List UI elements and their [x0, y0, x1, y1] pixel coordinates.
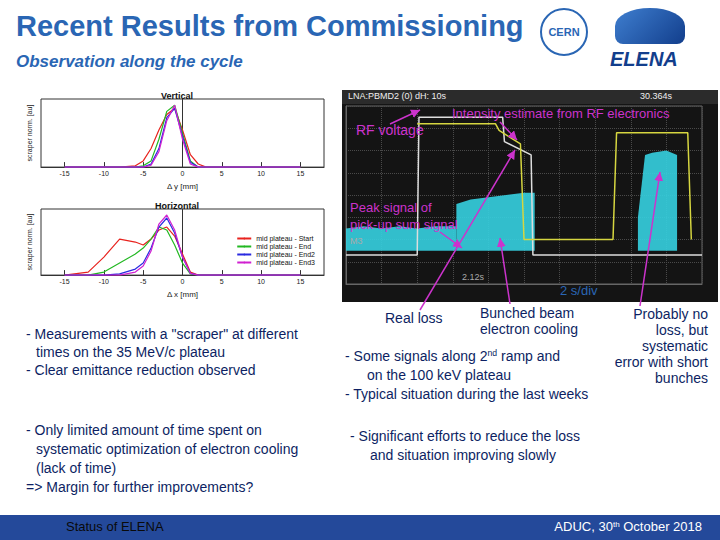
- svg-text:Horizontal: Horizontal: [155, 201, 199, 211]
- html-text:Recent Results from Commission: Recent Results from Commissioning: [16, 10, 524, 42]
- svg-text:Δ y [mm]: Δ y [mm]: [167, 182, 198, 191]
- svg-text:-5: -5: [140, 170, 146, 177]
- html-text:- Clear emittance reduction ob: - Clear emittance reduction observed: [26, 362, 256, 378]
- svg-text:scraper norm. [au]: scraper norm. [au]: [26, 105, 34, 162]
- html-text:- Only limited amount of time: - Only limited amount of time spent on: [26, 422, 262, 438]
- html-text:Bunched beam: Bunched beam: [480, 305, 575, 321]
- svg-text:-15: -15: [60, 170, 70, 177]
- html-text:- Measurements with a "scraper: - Measurements with a "scraper" at diffe…: [26, 326, 298, 342]
- svg-text:-10: -10: [99, 278, 109, 285]
- html-text:Probably no: Probably no: [633, 306, 708, 322]
- svg-text:15: 15: [297, 278, 305, 285]
- html-text:Peak signal of: Peak signal of: [350, 200, 432, 215]
- html-text:Real loss: Real loss: [385, 310, 443, 326]
- html-text:=> Margin for further improvem: => Margin for further improvements?: [26, 479, 254, 495]
- html-text:CERN: CERN: [548, 26, 580, 38]
- html-text:Intensity estimate from RF ele: Intensity estimate from RF electronics: [452, 106, 670, 121]
- svg-text:scraper norm. [au]: scraper norm. [au]: [26, 214, 34, 271]
- html-text:and situation improving slowly: and situation improving slowly: [370, 447, 556, 463]
- svg-text:mid plateau - End3: mid plateau - End3: [256, 259, 315, 267]
- svg-text:-5: -5: [140, 278, 146, 285]
- html-text:- Some signals along 2ndramp a: - Some signals along 2ndramp and: [345, 348, 561, 364]
- html-text:RF voltage: RF voltage: [356, 122, 424, 138]
- svg-text:0: 0: [181, 170, 185, 177]
- svg-text:10: 10: [257, 170, 265, 177]
- html-text:on the 100 keV plateau: on the 100 keV plateau: [367, 367, 511, 383]
- html-text:error with short: error with short: [614, 354, 708, 370]
- html-text:electron cooling: electron cooling: [480, 321, 579, 337]
- svg-text:-10: -10: [99, 170, 109, 177]
- html-text:M3: M3: [350, 236, 363, 246]
- svg-text:5: 5: [220, 278, 224, 285]
- html-text:ADUC, 30thOctober 2018: ADUC, 30thOctober 2018: [554, 519, 702, 534]
- html-text:- Significant efforts to reduc: - Significant efforts to reduce the loss: [350, 428, 581, 444]
- html-text:2 s/div: 2 s/div: [560, 283, 598, 298]
- svg-text:10: 10: [257, 278, 265, 285]
- html-text:Status of ELENA: Status of ELENA: [66, 519, 164, 534]
- html-text:systematic: systematic: [641, 338, 708, 354]
- html-text:LNA:PBMD2 (0) dH: 10s: LNA:PBMD2 (0) dH: 10s: [348, 91, 446, 101]
- html-text:bunches: bunches: [655, 370, 708, 386]
- html-text:pick-up sum signal: pick-up sum signal: [350, 217, 458, 232]
- html-text:systematic optimization of ele: systematic optimization of electron cool…: [36, 441, 299, 457]
- html-text:Observation along the cycle: Observation along the cycle: [16, 52, 243, 71]
- svg-text:5: 5: [220, 170, 224, 177]
- html-text:(lack of time): (lack of time): [36, 460, 117, 476]
- svg-text:15: 15: [297, 170, 305, 177]
- svg-text:mid plateau - End2: mid plateau - End2: [256, 251, 315, 259]
- html-text:times on the 35 MeV/c plateau: times on the 35 MeV/c plateau: [36, 344, 226, 360]
- html-text:loss, but: loss, but: [655, 322, 708, 338]
- svg-text:Δ x [mm]: Δ x [mm]: [167, 290, 198, 299]
- svg-text:mid plateau - End: mid plateau - End: [256, 243, 311, 251]
- html-text:- Typical situation during the: - Typical situation during the last week…: [345, 386, 589, 402]
- svg-text:mid plateau - Start: mid plateau - Start: [256, 235, 313, 243]
- html-text:2.12s: 2.12s: [462, 272, 484, 282]
- html-text:30.364s: 30.364s: [640, 91, 672, 101]
- html-text:ELENA: ELENA: [610, 48, 678, 70]
- svg-text:Vertical: Vertical: [161, 91, 193, 101]
- svg-text:-15: -15: [60, 278, 70, 285]
- svg-text:0: 0: [181, 278, 185, 285]
